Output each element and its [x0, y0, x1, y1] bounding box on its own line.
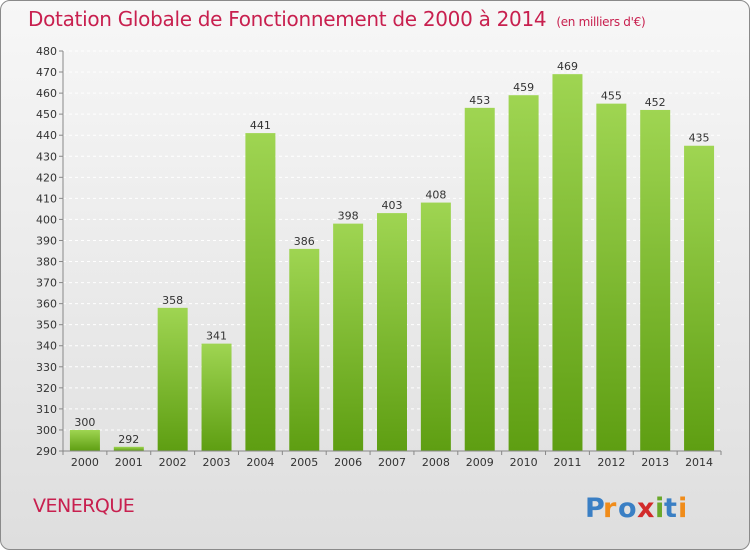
y-tick-label: 310: [36, 403, 57, 416]
y-tick-label: 350: [36, 319, 57, 332]
y-tick-label: 470: [36, 66, 57, 79]
y-tick-label: 320: [36, 382, 57, 395]
bar-value-label: 459: [513, 81, 534, 94]
y-tick-label: 290: [36, 445, 57, 458]
y-tick-label: 340: [36, 340, 57, 353]
y-tick-label: 480: [36, 45, 57, 58]
y-tick-label: 450: [36, 108, 57, 121]
bar-value-label: 455: [601, 90, 622, 103]
y-tick-label: 380: [36, 256, 57, 269]
x-tick-label: 2005: [290, 456, 318, 469]
x-tick-label: 2001: [115, 456, 143, 469]
chart-unit: (en milliers d'€): [556, 15, 646, 29]
x-tick-label: 2013: [641, 456, 669, 469]
bar-2002[interactable]: [157, 307, 188, 451]
bar-value-label: 341: [206, 330, 227, 343]
x-tick-label: 2008: [422, 456, 450, 469]
y-tick-label: 390: [36, 234, 57, 247]
bar-value-label: 469: [557, 60, 578, 73]
commune-name: VENERQUE: [33, 495, 135, 517]
x-tick-label: 2004: [246, 456, 274, 469]
bar-2005[interactable]: [289, 248, 320, 451]
bar-value-label: 435: [689, 132, 710, 145]
bar-2013[interactable]: [640, 109, 671, 452]
svg-text:x: x: [637, 493, 654, 524]
y-tick-label: 400: [36, 213, 57, 226]
y-tick-label: 410: [36, 192, 57, 205]
bar-value-label: 403: [382, 199, 403, 212]
bar-2012[interactable]: [596, 103, 627, 451]
svg-text:i: i: [655, 493, 664, 524]
bar-value-label: 398: [338, 210, 359, 223]
x-tick-label: 2007: [378, 456, 406, 469]
y-tick-label: 360: [36, 298, 57, 311]
bar-2000[interactable]: [69, 429, 100, 451]
x-axis-ticks: 2000 2001 2002 2003 2004 2005 2006 2007 2008 2009…: [62, 451, 722, 469]
svg-text:r: r: [603, 493, 617, 524]
bar-2006[interactable]: [333, 223, 364, 451]
x-tick-label: 2002: [159, 456, 187, 469]
x-tick-label: 2010: [510, 456, 538, 469]
bar-value-label: 292: [118, 433, 139, 446]
y-tick-label: 430: [36, 150, 57, 163]
bar-2011[interactable]: [552, 74, 583, 451]
x-tick-label: 2003: [203, 456, 231, 469]
bar-2014[interactable]: [684, 145, 715, 451]
chart-title: Dotation Globale de Fonctionnement de 20…: [28, 7, 646, 31]
bar-2001[interactable]: [113, 446, 144, 451]
x-tick-label: 2009: [466, 456, 494, 469]
y-tick-label: 370: [36, 277, 57, 290]
chart-title-text: Dotation Globale de Fonctionnement de 20…: [28, 7, 547, 31]
x-tick-label: 2011: [553, 456, 581, 469]
bar-value-label: 386: [294, 235, 315, 248]
bar-value-label: 452: [645, 96, 666, 109]
proxiti-logo[interactable]: P r o x i t i: [583, 491, 693, 525]
y-axis-ticks: 290 300 310 320 330 340 350 360 370 380 390 400 410 4…: [36, 45, 63, 458]
bar-2003[interactable]: [201, 343, 232, 451]
x-tick-label: 2006: [334, 456, 362, 469]
svg-text:P: P: [585, 493, 605, 524]
bar-value-label: 358: [162, 294, 183, 307]
y-tick-label: 420: [36, 171, 57, 184]
bar-2004[interactable]: [245, 133, 276, 451]
bars: 300 292 358 341 441 386 398 403 408 453 459 469 455 4…: [69, 60, 715, 452]
axes: [62, 51, 721, 452]
y-tick-label: 300: [36, 424, 57, 437]
y-tick-label: 440: [36, 129, 57, 142]
x-tick-label: 2000: [71, 456, 99, 469]
bar-value-label: 453: [469, 94, 490, 107]
bar-2010[interactable]: [508, 95, 539, 452]
svg-text:o: o: [618, 493, 637, 524]
x-tick-label: 2012: [597, 456, 625, 469]
y-tick-label: 330: [36, 361, 57, 374]
bar-value-label: 408: [425, 189, 446, 202]
bar-2007[interactable]: [377, 213, 407, 451]
bar-value-label: 300: [74, 416, 95, 429]
bar-2009[interactable]: [464, 107, 495, 451]
svg-text:i: i: [678, 493, 687, 524]
y-tick-label: 460: [36, 87, 57, 100]
bar-2008[interactable]: [420, 202, 451, 451]
x-tick-label: 2014: [685, 456, 713, 469]
bar-value-label: 441: [250, 119, 271, 132]
svg-text:t: t: [664, 493, 677, 524]
